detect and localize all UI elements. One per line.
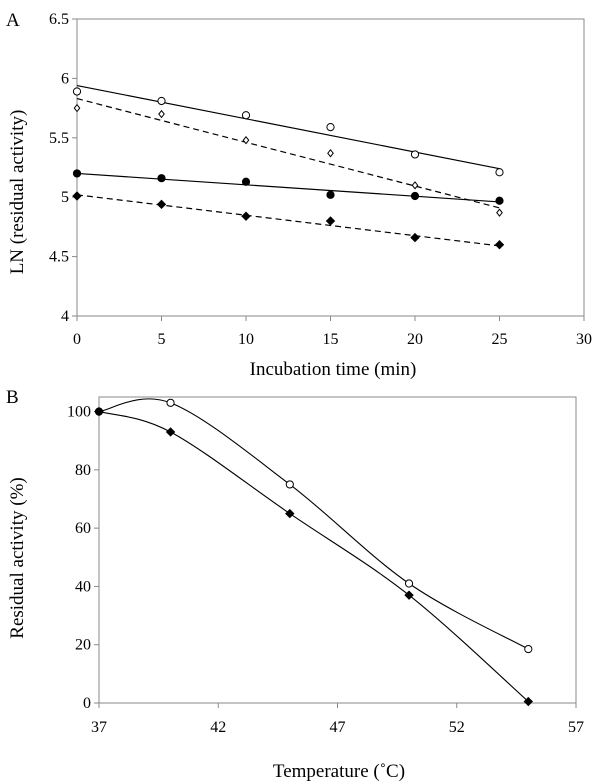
panel-a-trendline-filled-circle bbox=[76, 172, 500, 203]
panel-a-x-tick-label: 0 bbox=[73, 331, 81, 348]
panel-a-point-open-diamond bbox=[496, 208, 503, 217]
panel-a-x-tick-label: 20 bbox=[407, 331, 423, 348]
panel-b-letter: B bbox=[6, 387, 19, 408]
panel-b-x-tick-label: 52 bbox=[449, 719, 465, 736]
panel-a-x-tick-label: 25 bbox=[492, 331, 508, 348]
panel-a-x-tick-label: 15 bbox=[323, 331, 339, 348]
panel-a-y-tick-label: 5 bbox=[61, 189, 69, 206]
panel-a-y-tick-label: 5.5 bbox=[49, 130, 69, 147]
panel-a-point-filled-circle bbox=[326, 190, 335, 199]
panel-a-point-filled-circle bbox=[157, 174, 166, 183]
panel-a-point-open-diamond bbox=[73, 103, 81, 113]
panel-a-series-open-circle bbox=[72, 84, 504, 177]
panel-a-point-open-circle bbox=[410, 150, 420, 159]
panel-a-point-filled-diamond bbox=[494, 240, 505, 250]
panel-a-y-tick-label: 4.5 bbox=[49, 249, 69, 266]
panel-a-point-open-diamond bbox=[158, 109, 165, 119]
panel-a-point-open-circle bbox=[72, 87, 82, 96]
panel-a-chart: 0 5 10 15 20 25 30 4 4.5 5 5.5 6 6.5 bbox=[49, 11, 592, 348]
panel-b-point-open-circle bbox=[166, 398, 175, 407]
panel-a-point-filled-circle bbox=[495, 196, 504, 205]
panel-a-plot-frame bbox=[76, 18, 585, 317]
panel-b-point-filled-diamond bbox=[404, 590, 414, 600]
panel-a-series-filled-diamond bbox=[72, 191, 505, 250]
panel-b-curve-filled-diamond bbox=[98, 411, 529, 702]
panel-a-point-filled-diamond bbox=[72, 191, 82, 201]
panel-b-point-filled-diamond bbox=[165, 427, 176, 437]
panel-a-series-filled-circle bbox=[72, 169, 504, 205]
panel-a-trendline-open-diamond bbox=[76, 98, 500, 209]
panel-b-series-open-circle bbox=[94, 398, 533, 654]
panel-a-y-tick-label: 6 bbox=[61, 70, 69, 87]
panel-a-trendline-filled-diamond bbox=[76, 194, 500, 247]
panel-b-point-open-circle bbox=[404, 579, 414, 588]
panel-a-point-open-circle bbox=[157, 96, 166, 106]
panel-a-trendline-open-circle bbox=[76, 84, 500, 170]
panel-b-point-filled-diamond bbox=[523, 696, 534, 707]
panel-b-point-filled-diamond bbox=[285, 508, 295, 519]
panel-a-point-open-diamond bbox=[411, 181, 419, 190]
panel-a-point-filled-diamond bbox=[410, 232, 420, 243]
panel-b-x-tick-label: 57 bbox=[568, 719, 584, 736]
panel-a-point-open-diamond bbox=[242, 135, 250, 145]
panel-b-point-open-circle bbox=[524, 644, 533, 654]
panel-a-point-filled-diamond bbox=[241, 211, 251, 221]
panel-b-y-tick-label: 0 bbox=[83, 695, 91, 712]
panel-a-y-tick-label: 4 bbox=[61, 308, 69, 325]
panel-a-point-open-circle bbox=[241, 111, 251, 120]
panel-a-point-filled-circle bbox=[410, 191, 420, 201]
panel-b-x-axis-title: Temperature (˚C) bbox=[273, 761, 405, 782]
panel-a-point-open-circle bbox=[326, 123, 335, 132]
panel-b-y-tick-label: 20 bbox=[75, 637, 91, 654]
panel-b-y-tick-label: 100 bbox=[67, 404, 91, 421]
panel-a-point-open-diamond bbox=[327, 149, 334, 158]
panel-b-x-tick-label: 42 bbox=[210, 719, 226, 736]
panel-b-point-filled-diamond bbox=[94, 406, 104, 417]
panel-a-point-filled-circle bbox=[241, 177, 251, 186]
panel-a-point-open-circle bbox=[495, 168, 504, 177]
panel-b-y-tick-label: 80 bbox=[75, 462, 91, 479]
panel-a-point-filled-diamond bbox=[325, 216, 336, 226]
panel-a-series-open-diamond bbox=[73, 98, 503, 217]
panel-a-point-filled-diamond bbox=[156, 199, 167, 210]
panel-a-x-tick-label: 5 bbox=[158, 331, 166, 348]
panel-a-x-axis-title: Incubation time (min) bbox=[250, 359, 417, 380]
panel-b-x-tick-label: 47 bbox=[330, 719, 346, 736]
panel-b-x-tick-label: 37 bbox=[91, 719, 107, 736]
panel-b-plot-frame bbox=[98, 396, 577, 704]
panel-a-y-axis-title: LN (residual activity) bbox=[7, 110, 28, 275]
panel-b-y-axis-title: Residual activity (%) bbox=[7, 477, 28, 638]
panel-b-series-filled-diamond bbox=[94, 406, 534, 707]
panel-b-point-open-circle bbox=[285, 480, 294, 489]
panel-b-chart: 37 42 47 52 57 0 20 40 60 80 100 bbox=[67, 396, 584, 736]
panel-a-x-tick-label: 10 bbox=[238, 331, 254, 348]
panel-b-curve-open-circle bbox=[98, 398, 529, 650]
panel-a-x-tick-label: 30 bbox=[576, 331, 592, 348]
panel-b-y-tick-label: 40 bbox=[75, 578, 91, 595]
panel-a-letter: A bbox=[6, 10, 20, 31]
panel-a-point-filled-circle bbox=[72, 169, 82, 178]
panel-b-y-tick-label: 60 bbox=[75, 520, 91, 537]
panel-a-y-tick-label: 6.5 bbox=[49, 11, 69, 28]
